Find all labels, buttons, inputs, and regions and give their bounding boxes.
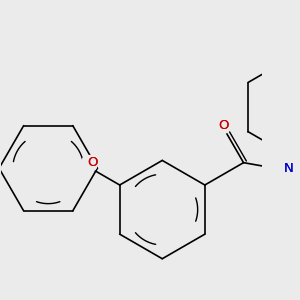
Circle shape — [215, 117, 231, 134]
Text: N: N — [284, 162, 294, 175]
Circle shape — [281, 157, 297, 173]
Text: O: O — [218, 119, 228, 132]
Text: O: O — [87, 156, 98, 169]
Text: N: N — [284, 162, 294, 175]
Text: O: O — [218, 119, 228, 132]
Text: O: O — [87, 156, 98, 169]
Circle shape — [81, 156, 98, 172]
